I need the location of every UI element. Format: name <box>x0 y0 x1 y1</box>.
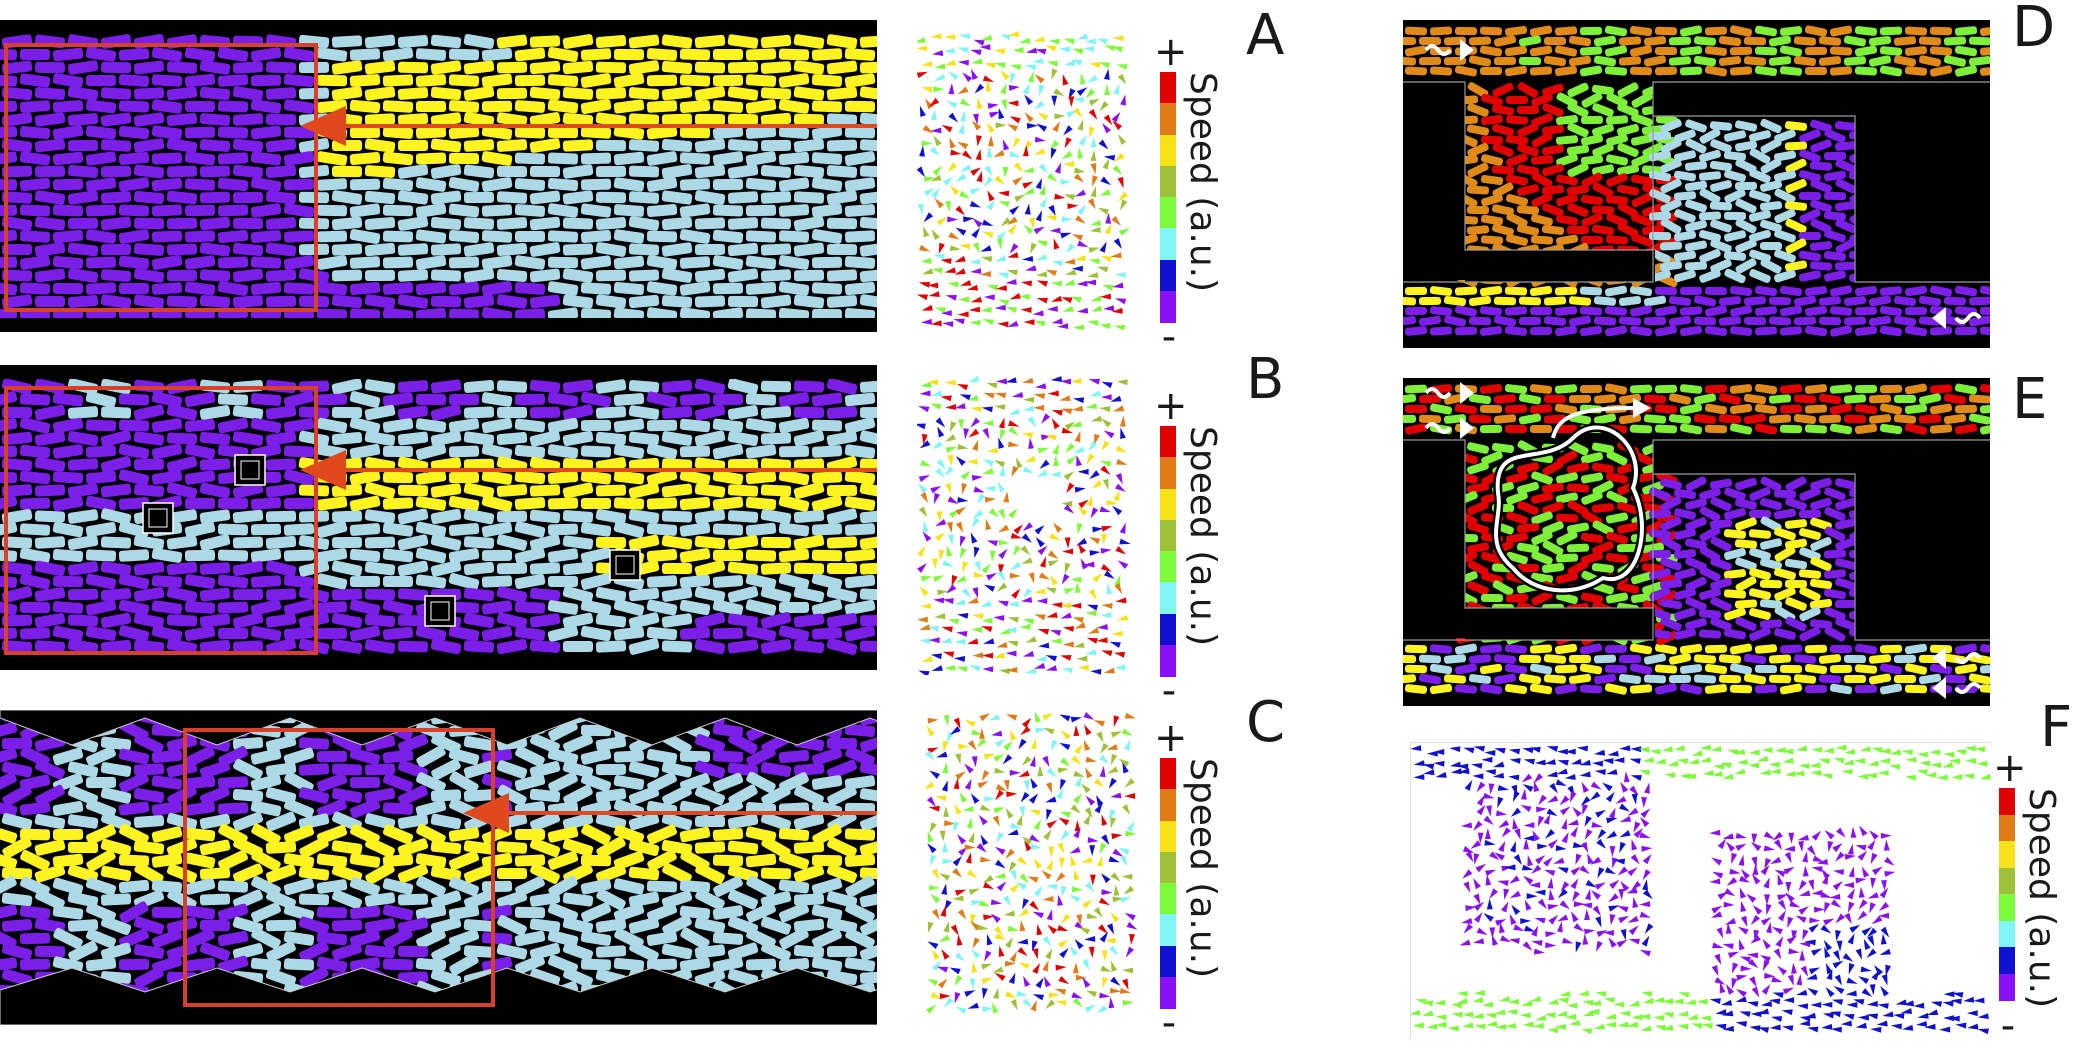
zigzag-wall-top <box>0 710 877 746</box>
colorbar-c: + - Speed (a.u.) <box>1154 715 1223 1043</box>
colorbar-a: + - Speed (a.u.) <box>1154 29 1223 357</box>
colorbar-swatch <box>1160 426 1176 677</box>
panel-f-label: F <box>2040 695 2073 760</box>
panel-a-label: A <box>1246 3 1285 68</box>
panel-c-label: C <box>1246 690 1286 755</box>
colorbar-swatch <box>1999 788 2015 1001</box>
colorbar-min-label: - <box>1161 1000 1177 1046</box>
highlight-box <box>4 386 318 655</box>
pointer-arrow <box>463 793 877 833</box>
colorbar-min-label: - <box>2000 1003 2016 1049</box>
colorbar-title: Speed (a.u.) <box>1182 426 1223 647</box>
pointer-arrow <box>300 450 877 490</box>
colorbar-max-label: + <box>1154 29 1188 75</box>
top-channel-cells <box>1403 25 1990 77</box>
panel-b-cells <box>0 365 877 670</box>
colorbar-title: Speed (a.u.) <box>1182 758 1223 979</box>
bottom-channel-cells <box>1403 285 1990 337</box>
zigzag-wall-bottom <box>0 967 877 1025</box>
colorbar-b: + - Speed (a.u.) <box>1154 383 1223 711</box>
panel-c-cells <box>0 710 877 1025</box>
flow-arrow-icon <box>1424 39 1474 61</box>
panel-e-cells <box>1403 378 1990 706</box>
velocity-arrows <box>925 712 1138 1015</box>
panel-c-velocity-field <box>925 712 1140 1022</box>
right-cavity-cells <box>1648 118 1872 284</box>
panel-b-velocity-field <box>917 375 1132 675</box>
panel-c-simulation <box>0 710 877 1025</box>
velocity-arrows <box>1411 744 1991 1035</box>
velocity-arrows <box>917 30 1130 330</box>
panel-d-label: D <box>2012 0 2056 60</box>
panel-b-label: B <box>1246 347 1285 412</box>
panel-b-simulation <box>0 365 877 670</box>
cells-a <box>0 33 877 322</box>
colorbar-max-label: + <box>1993 745 2027 791</box>
highlight-box <box>183 728 495 1007</box>
panel-f-velocity-field <box>1410 742 1991 1038</box>
panel-a-simulation <box>0 20 877 332</box>
pointer-arrow <box>300 106 877 146</box>
cells-b <box>0 378 877 656</box>
velocity-arrows <box>917 375 1131 675</box>
colorbar-max-label: + <box>1154 715 1188 761</box>
colorbar-title: Speed (a.u.) <box>2021 788 2062 1009</box>
highlight-box <box>4 43 318 312</box>
colorbar-swatch <box>1160 758 1176 1009</box>
panel-e-simulation <box>1403 378 1990 706</box>
channel-outline <box>1403 81 1990 283</box>
panel-d-simulation <box>1403 20 1990 348</box>
panel-d-cells <box>1403 20 1990 348</box>
flow-arrow-icon <box>1932 647 1982 669</box>
colorbar-swatch <box>1160 72 1176 323</box>
panel-e-label: E <box>2012 367 2048 432</box>
flow-arrow-icon <box>1932 307 1982 329</box>
panel-a-cells <box>0 20 877 332</box>
colorbar-title: Speed (a.u.) <box>1182 72 1223 293</box>
colorbar-min-label: - <box>1161 668 1177 714</box>
flow-arrow-icon <box>1424 382 1474 404</box>
colorbar-min-label: - <box>1161 314 1177 360</box>
flow-arrow-icon <box>1932 677 1982 699</box>
channel-outline <box>1403 439 1990 641</box>
colorbar-f: + - Speed (a.u.) <box>1993 745 2073 1046</box>
bottom-channel-cells <box>1403 643 1990 695</box>
colorbar-max-label: + <box>1154 383 1188 429</box>
flow-arrow-icon <box>1424 417 1474 439</box>
panel-a-velocity-field <box>917 30 1132 330</box>
